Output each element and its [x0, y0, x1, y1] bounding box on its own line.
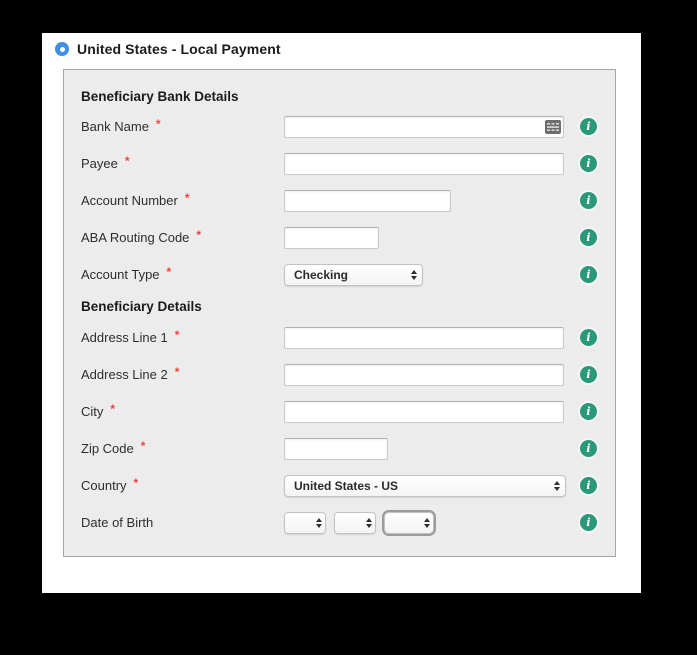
field-label: Address Line 2 *	[81, 364, 284, 383]
required-marker: *	[196, 227, 202, 242]
field-label: Address Line 1 *	[81, 327, 284, 346]
info-icon[interactable]: i	[580, 329, 597, 346]
aba-routing-code-input[interactable]	[284, 226, 379, 249]
bank-name-input[interactable]	[284, 115, 564, 138]
dob-month-select[interactable]	[284, 511, 326, 534]
field-label: Account Type *	[81, 264, 284, 283]
field-label: ABA Routing Code *	[81, 227, 284, 246]
stepper-arrows-icon	[316, 517, 322, 528]
required-marker: *	[174, 364, 180, 379]
form-row-zip-code: Zip Code * i	[64, 430, 615, 467]
select-value: United States - US	[294, 478, 399, 493]
label-text: City	[81, 404, 104, 419]
label-text: Account Type	[81, 267, 160, 282]
account-type-select[interactable]: Checking	[284, 263, 423, 286]
form-row-payee: Payee * i	[64, 145, 615, 182]
required-marker: *	[110, 401, 116, 416]
dob-year-select[interactable]	[384, 511, 434, 534]
form-row-country: Country * United States - US i	[64, 467, 615, 504]
address-line-1-input[interactable]	[284, 326, 564, 349]
form-row-address-line-2: Address Line 2 * i	[64, 356, 615, 393]
info-icon[interactable]: i	[580, 192, 597, 209]
beneficiary-form-panel: Beneficiary Bank Details Bank Name * i	[63, 69, 616, 557]
account-number-input[interactable]	[284, 189, 451, 212]
info-icon[interactable]: i	[580, 403, 597, 420]
city-input[interactable]	[284, 400, 564, 423]
info-icon[interactable]: i	[580, 118, 597, 135]
field-label: Bank Name *	[81, 116, 284, 135]
payee-input[interactable]	[284, 152, 564, 175]
required-marker: *	[124, 153, 130, 168]
section-heading-bank-details: Beneficiary Bank Details	[81, 88, 239, 104]
stepper-arrows-icon	[424, 517, 430, 528]
label-text: ABA Routing Code	[81, 230, 190, 245]
info-icon[interactable]: i	[580, 155, 597, 172]
select-value: Checking	[294, 267, 349, 282]
payment-form-card: United States - Local Payment Beneficiar…	[42, 33, 641, 593]
address-line-2-input[interactable]	[284, 363, 564, 386]
field-label: Date of Birth	[81, 515, 284, 530]
form-row-date-of-birth: Date of Birth i	[64, 504, 615, 541]
country-select[interactable]: United States - US	[284, 474, 566, 497]
stepper-arrows-icon	[411, 269, 417, 280]
info-icon[interactable]: i	[580, 440, 597, 457]
keypad-lookup-icon[interactable]	[545, 119, 561, 139]
zip-code-input[interactable]	[284, 437, 388, 460]
label-text: Country	[81, 478, 127, 493]
label-text: Address Line 1	[81, 330, 168, 345]
payment-method-header: United States - Local Payment	[55, 41, 281, 57]
required-marker: *	[133, 475, 139, 490]
required-marker: *	[140, 438, 146, 453]
form-row-city: City * i	[64, 393, 615, 430]
form-row-aba-routing-code: ABA Routing Code * i	[64, 219, 615, 256]
label-text: Date of Birth	[81, 515, 154, 530]
required-marker: *	[166, 264, 172, 279]
field-label: City *	[81, 401, 284, 420]
required-marker: *	[174, 327, 180, 342]
label-text: Payee	[81, 156, 118, 171]
info-icon[interactable]: i	[580, 366, 597, 383]
payment-method-title: United States - Local Payment	[77, 41, 281, 57]
field-label: Account Number *	[81, 190, 284, 209]
section-heading-beneficiary-details: Beneficiary Details	[81, 298, 202, 314]
label-text: Bank Name	[81, 119, 149, 134]
label-text: Zip Code	[81, 441, 134, 456]
info-icon[interactable]: i	[580, 514, 597, 531]
dob-day-select[interactable]	[334, 511, 376, 534]
info-icon[interactable]: i	[580, 477, 597, 494]
field-label: Payee *	[81, 153, 284, 172]
required-marker: *	[155, 116, 161, 131]
radio-selected-icon[interactable]	[55, 42, 69, 56]
stepper-arrows-icon	[554, 480, 560, 491]
label-text: Address Line 2	[81, 367, 168, 382]
form-row-account-type: Account Type * Checking i	[64, 256, 615, 293]
info-icon[interactable]: i	[580, 229, 597, 246]
form-row-address-line-1: Address Line 1 * i	[64, 319, 615, 356]
stepper-arrows-icon	[366, 517, 372, 528]
form-row-bank-name: Bank Name * i	[64, 108, 615, 145]
field-label: Zip Code *	[81, 438, 284, 457]
label-text: Account Number	[81, 193, 178, 208]
form-row-account-number: Account Number * i	[64, 182, 615, 219]
required-marker: *	[184, 190, 190, 205]
info-icon[interactable]: i	[580, 266, 597, 283]
field-label: Country *	[81, 475, 284, 494]
